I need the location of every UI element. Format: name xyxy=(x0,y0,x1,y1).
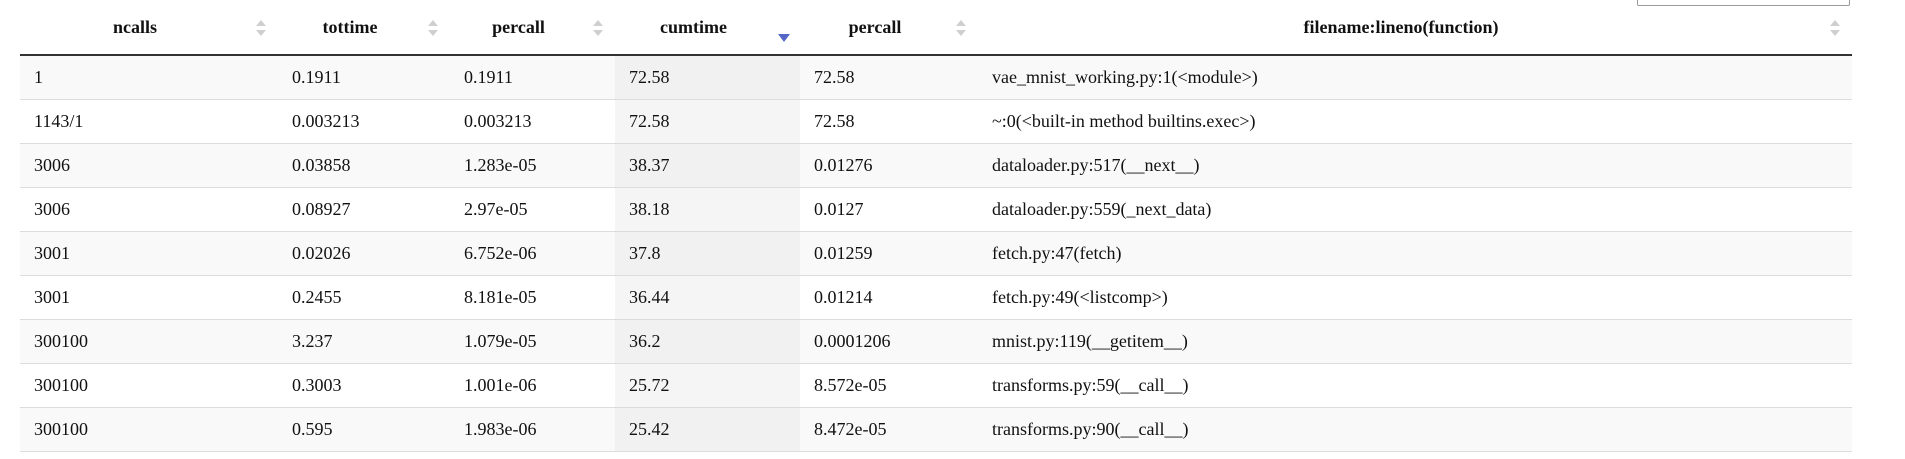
cell-ncalls: 300100 xyxy=(34,375,88,395)
column-header-ncalls[interactable]: ncalls xyxy=(20,0,278,54)
cell-percall-tottime: 1.983e-06 xyxy=(464,419,537,439)
cell-percall-cumtime: 72.58 xyxy=(814,67,855,87)
cell-percall-cumtime: 0.01214 xyxy=(814,287,873,307)
cell-percall-tottime: 1.283e-05 xyxy=(464,155,537,175)
cell-tottime: 0.02026 xyxy=(292,243,351,263)
cell-tottime: 0.2455 xyxy=(292,287,342,307)
column-header-label: filename:lineno(function) xyxy=(1303,17,1499,37)
cell-tottime: 3.237 xyxy=(292,331,333,351)
cell-percall-tottime: 0.003213 xyxy=(464,111,532,131)
sort-icon xyxy=(1830,20,1840,38)
table-row[interactable]: 3006 0.03858 1.283e-05 38.37 0.01276 dat… xyxy=(20,144,1852,188)
cell-filename-lineno-function: vae_mnist_working.py:1(<module>) xyxy=(992,67,1258,87)
cell-cumtime: 36.44 xyxy=(615,276,800,319)
cell-filename-lineno-function: fetch.py:47(fetch) xyxy=(992,243,1122,263)
table-row[interactable]: 3006 0.08927 2.97e-05 38.18 0.0127 datal… xyxy=(20,188,1852,232)
column-header-cumtime[interactable]: cumtime xyxy=(615,0,800,54)
cell-cumtime: 25.72 xyxy=(615,364,800,407)
table-row[interactable]: 300100 3.237 1.079e-05 36.2 0.0001206 mn… xyxy=(20,320,1852,364)
column-header-percall-cumtime[interactable]: percall xyxy=(800,0,978,54)
cell-percall-cumtime: 8.572e-05 xyxy=(814,375,887,395)
cell-percall-tottime: 1.079e-05 xyxy=(464,331,537,351)
column-header-tottime[interactable]: tottime xyxy=(278,0,450,54)
cell-filename-lineno-function: ~:0(<built-in method builtins.exec>) xyxy=(992,111,1256,131)
cell-ncalls: 1143/1 xyxy=(34,111,84,131)
cell-tottime: 0.595 xyxy=(292,419,333,439)
cell-percall-cumtime: 0.01259 xyxy=(814,243,873,263)
column-header-label: ncalls xyxy=(112,17,157,37)
cell-cumtime: 72.58 xyxy=(615,100,800,143)
cell-percall-cumtime: 0.0001206 xyxy=(814,331,891,351)
column-header-label: percall xyxy=(848,17,902,37)
table-row[interactable]: 1143/1 0.003213 0.003213 72.58 72.58 ~:0… xyxy=(20,100,1852,144)
cell-filename-lineno-function: dataloader.py:517(__next__) xyxy=(992,155,1200,175)
table-row[interactable]: 3001 0.02026 6.752e-06 37.8 0.01259 fetc… xyxy=(20,232,1852,276)
column-header-label: tottime xyxy=(322,17,378,37)
table-row[interactable]: 300100 0.3003 1.001e-06 25.72 8.572e-05 … xyxy=(20,364,1852,408)
table-row[interactable]: 300100 0.595 1.983e-06 25.42 8.472e-05 t… xyxy=(20,408,1852,452)
cell-percall-cumtime: 72.58 xyxy=(814,111,855,131)
cell-filename-lineno-function: fetch.py:49(<listcomp>) xyxy=(992,287,1168,307)
cell-tottime: 0.08927 xyxy=(292,199,351,219)
cell-percall-cumtime: 0.0127 xyxy=(814,199,864,219)
cell-ncalls: 3001 xyxy=(34,287,70,307)
column-header-label: cumtime xyxy=(660,17,727,37)
cell-cumtime: 38.37 xyxy=(615,144,800,187)
cell-filename-lineno-function: transforms.py:59(__call__) xyxy=(992,375,1189,395)
cell-percall-tottime: 2.97e-05 xyxy=(464,199,528,219)
cell-ncalls: 3001 xyxy=(34,243,70,263)
table-row[interactable]: 3001 0.2455 8.181e-05 36.44 0.01214 fetc… xyxy=(20,276,1852,320)
cell-filename-lineno-function: mnist.py:119(__getitem__) xyxy=(992,331,1188,351)
cell-cumtime: 37.8 xyxy=(615,232,800,275)
sort-icon xyxy=(256,20,266,38)
cell-tottime: 0.003213 xyxy=(292,111,360,131)
cell-tottime: 0.1911 xyxy=(292,67,341,87)
cell-percall-tottime: 6.752e-06 xyxy=(464,243,537,263)
profile-stats-table: ncalls tottime percall cumtime percall f… xyxy=(20,0,1852,452)
cell-cumtime: 36.2 xyxy=(615,320,800,363)
cell-ncalls: 3006 xyxy=(34,199,70,219)
table-row[interactable]: 1 0.1911 0.1911 72.58 72.58 vae_mnist_wo… xyxy=(20,56,1852,100)
sort-icon xyxy=(428,20,438,38)
column-header-filename-lineno-function[interactable]: filename:lineno(function) xyxy=(978,0,1852,54)
cell-percall-cumtime: 0.01276 xyxy=(814,155,873,175)
table-header: ncalls tottime percall cumtime percall f… xyxy=(20,0,1852,56)
cell-cumtime: 38.18 xyxy=(615,188,800,231)
cell-cumtime: 25.42 xyxy=(615,408,800,451)
cell-percall-tottime: 0.1911 xyxy=(464,67,513,87)
cell-cumtime: 72.58 xyxy=(615,56,800,99)
cell-ncalls: 1 xyxy=(34,67,43,87)
cell-ncalls: 3006 xyxy=(34,155,70,175)
cell-percall-tottime: 8.181e-05 xyxy=(464,287,537,307)
cell-tottime: 0.3003 xyxy=(292,375,342,395)
cell-filename-lineno-function: transforms.py:90(__call__) xyxy=(992,419,1189,439)
sort-icon xyxy=(956,20,966,38)
cell-filename-lineno-function: dataloader.py:559(_next_data) xyxy=(992,199,1212,219)
cell-ncalls: 300100 xyxy=(34,419,88,439)
sort-icon xyxy=(593,20,603,38)
search-input[interactable] xyxy=(1637,0,1850,6)
cell-tottime: 0.03858 xyxy=(292,155,351,175)
cell-percall-tottime: 1.001e-06 xyxy=(464,375,537,395)
cell-percall-cumtime: 8.472e-05 xyxy=(814,419,887,439)
column-header-label: percall xyxy=(492,17,545,37)
cell-ncalls: 300100 xyxy=(34,331,88,351)
sort-descending-icon xyxy=(778,20,790,42)
column-header-percall-tottime[interactable]: percall xyxy=(450,0,615,54)
